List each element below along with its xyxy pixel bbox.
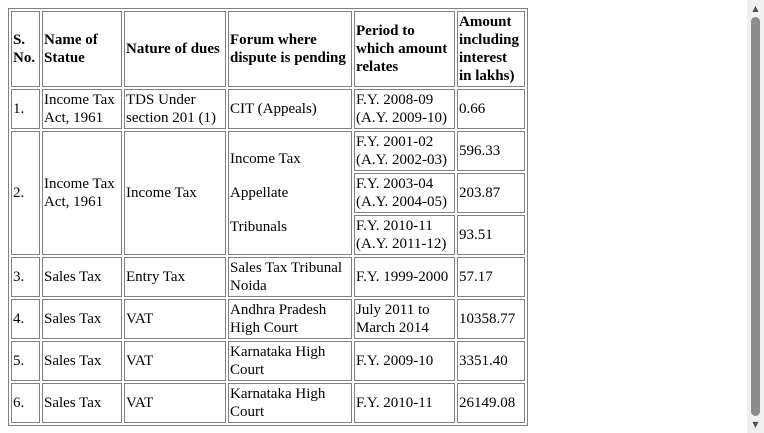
forum-line: Income Tax — [230, 151, 301, 167]
cell-nature: VAT — [124, 299, 226, 339]
table-row: 1. Income Tax Act, 1961 TDS Under sectio… — [11, 89, 525, 129]
table-row: 2. Income Tax Act, 1961 Income Tax Incom… — [11, 131, 525, 255]
cell-forum: Income Tax Appellate Tribunals — [228, 131, 352, 255]
cell-amount: 26149.08 — [457, 383, 525, 423]
cell-period: F.Y. 1999-2000 — [354, 257, 455, 297]
chevron-down-icon[interactable]: ▼ — [752, 420, 759, 429]
vertical-scrollbar[interactable]: ▲ ▼ — [747, 0, 764, 433]
cell-forum: Karnataka High Court — [228, 341, 352, 381]
statutory-dues-table: S. No. Name of Statue Nature of dues For… — [8, 8, 528, 426]
cell-serial-no: 1. — [11, 89, 40, 129]
cell-serial-no: 6. — [11, 383, 40, 423]
cell-nature: Entry Tax — [124, 257, 226, 297]
cell-amount: 203.87 — [457, 173, 525, 213]
cell-statute: Sales Tax — [42, 383, 122, 423]
statutory-dues-table-container: S. No. Name of Statue Nature of dues For… — [8, 8, 528, 426]
header-period: Period to which amount relates — [354, 11, 455, 87]
header-forum: Forum where dispute is pending — [228, 11, 352, 87]
cell-amount: 0.66 — [457, 89, 525, 129]
cell-nature: VAT — [124, 341, 226, 381]
cell-amount: 596.33 — [457, 131, 525, 171]
cell-amount: 3351.40 — [457, 341, 525, 381]
cell-nature: TDS Under section 201 (1) — [124, 89, 226, 129]
cell-serial-no: 3. — [11, 257, 40, 297]
header-nature: Nature of dues — [124, 11, 226, 87]
cell-nature: Income Tax — [124, 131, 226, 255]
cell-period: F.Y. 2008-09 (A.Y. 2009-10) — [354, 89, 455, 129]
scrollbar-thumb[interactable] — [751, 17, 760, 416]
forum-line: Tribunals — [230, 219, 287, 235]
table-header-row: S. No. Name of Statue Nature of dues For… — [11, 11, 525, 87]
cell-period: F.Y. 2009-10 — [354, 341, 455, 381]
cell-statute: Sales Tax — [42, 257, 122, 297]
cell-period: F.Y. 2001-02 (A.Y. 2002-03) — [354, 131, 455, 171]
header-serial-no: S. No. — [11, 11, 40, 87]
cell-serial-no: 2. — [11, 131, 40, 255]
cell-statute: Sales Tax — [42, 299, 122, 339]
cell-statute: Income Tax Act, 1961 — [42, 131, 122, 255]
table-row: 4. Sales Tax VAT Andhra Pradesh High Cou… — [11, 299, 525, 339]
cell-period: July 2011 to March 2014 — [354, 299, 455, 339]
table-row: 3. Sales Tax Entry Tax Sales Tax Tribuna… — [11, 257, 525, 297]
cell-forum: CIT (Appeals) — [228, 89, 352, 129]
cell-period: F.Y. 2003-04 (A.Y. 2004-05) — [354, 173, 455, 213]
chevron-up-icon[interactable]: ▲ — [752, 4, 759, 13]
cell-forum: Andhra Pradesh High Court — [228, 299, 352, 339]
header-amount: Amount including interest in lakhs) — [457, 11, 525, 87]
cell-forum: Sales Tax Tribunal Noida — [228, 257, 352, 297]
table-row: F.Y. 2010-11 (A.Y. 2011-12) 93.51 — [11, 215, 525, 255]
header-statute: Name of Statue — [42, 11, 122, 87]
table-row: 6. Sales Tax VAT Karnataka High Court F.… — [11, 383, 525, 423]
cell-amount: 93.51 — [457, 215, 525, 255]
cell-serial-no: 5. — [11, 341, 40, 381]
forum-line: Appellate — [230, 185, 289, 201]
table-row: 5. Sales Tax VAT Karnataka High Court F.… — [11, 341, 525, 381]
cell-nature: VAT — [124, 383, 226, 423]
cell-statute: Sales Tax — [42, 341, 122, 381]
cell-statute: Income Tax Act, 1961 — [42, 89, 122, 129]
cell-amount: 10358.77 — [457, 299, 525, 339]
cell-period: F.Y. 2010-11 (A.Y. 2011-12) — [354, 215, 455, 255]
cell-forum: Karnataka High Court — [228, 383, 352, 423]
cell-amount: 57.17 — [457, 257, 525, 297]
table-row: F.Y. 2003-04 (A.Y. 2004-05) 203.87 — [11, 173, 525, 213]
cell-serial-no: 4. — [11, 299, 40, 339]
cell-period: F.Y. 2010-11 — [354, 383, 455, 423]
